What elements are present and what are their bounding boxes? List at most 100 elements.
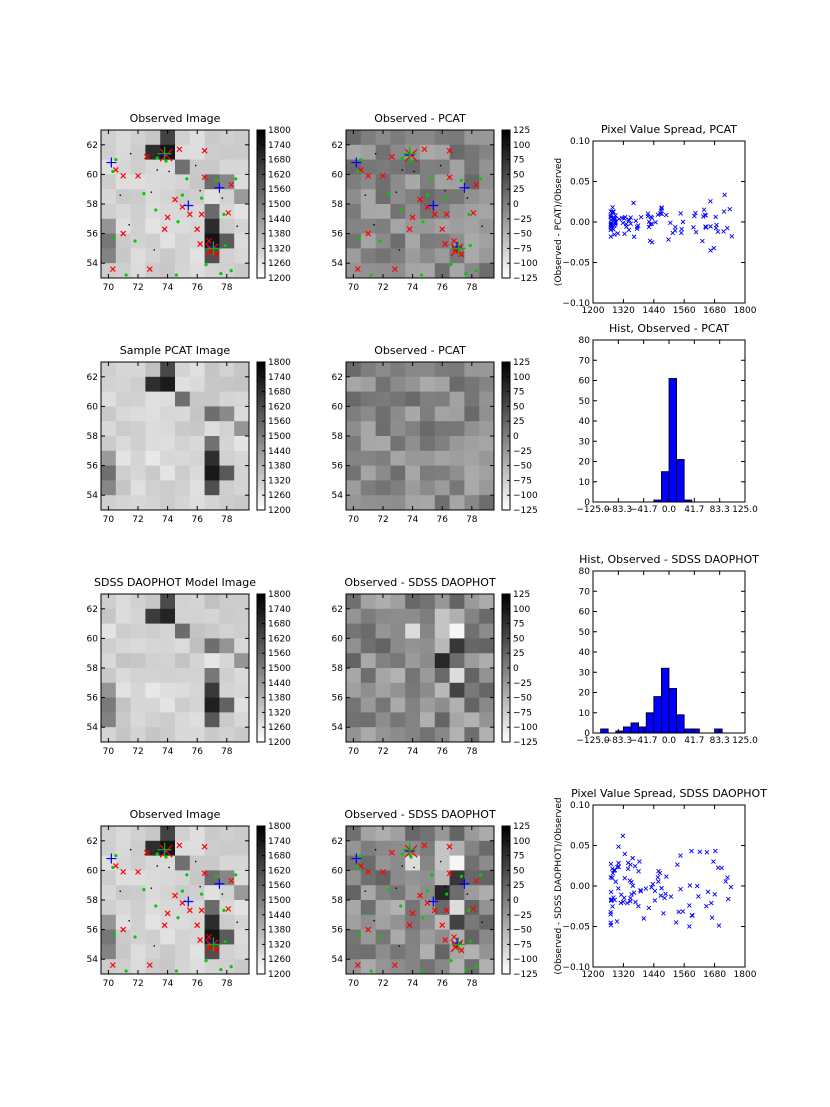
red-cross-marker	[172, 892, 178, 899]
colorbar-label: 1200	[268, 274, 291, 284]
heatmap-pixel	[189, 959, 206, 975]
colorbar-step	[257, 238, 265, 242]
red-cross-marker	[201, 870, 208, 877]
heatmap-pixel	[375, 855, 391, 871]
y-tick-label: 62	[332, 373, 343, 383]
colorbar-step	[502, 152, 510, 156]
heatmap-pixel	[449, 623, 465, 639]
colorbar-label: 1500	[268, 200, 291, 210]
heatmap-pixel	[204, 189, 220, 205]
red-cross-marker	[161, 922, 168, 929]
heatmap-pixel	[234, 391, 250, 407]
heatmap-pixel	[101, 855, 117, 871]
heatmap-pixel	[130, 900, 146, 916]
colorbar-step	[257, 386, 265, 390]
heatmap-pixel	[219, 712, 235, 728]
colorbar-step	[502, 223, 510, 227]
heatmap-pixel	[405, 480, 421, 496]
colorbar-step	[257, 628, 265, 632]
heatmap-pixel	[405, 855, 421, 871]
colorbar-step	[257, 613, 265, 617]
heatmap-pixel	[115, 376, 132, 393]
colorbar-step	[502, 394, 510, 398]
scatter-point	[655, 212, 661, 217]
y-tick-label: 56	[87, 694, 99, 704]
heatmap-pixel	[160, 638, 176, 654]
colorbar-step	[502, 362, 510, 365]
colorbar-label: 1680	[268, 620, 291, 630]
colorbar-step	[502, 717, 510, 721]
colorbar-step	[502, 450, 510, 454]
colorbar-step	[257, 695, 265, 699]
colorbar-step	[257, 606, 265, 610]
panel-p12: Pixel Value Spread, SDSS DAOPHOT−0.10−0.…	[554, 787, 767, 980]
colorbar-step	[257, 411, 265, 415]
heatmap-pixel	[375, 204, 391, 220]
heatmap-pixel	[375, 914, 391, 931]
colorbar-label: 1320	[268, 244, 291, 254]
heatmap-pixel	[189, 248, 206, 264]
heatmap-pixel	[160, 421, 176, 437]
colorbar-step	[257, 221, 265, 225]
red-cross-marker	[439, 226, 446, 233]
heatmap-pixel	[405, 623, 421, 639]
green-dot-marker	[459, 874, 464, 878]
heatmap-pixel	[479, 697, 495, 713]
colorbar-step	[502, 648, 510, 652]
y-tick-label: 0.05	[570, 178, 590, 188]
colorbar-step	[257, 643, 265, 647]
heatmap-pixel	[115, 944, 132, 960]
heatmap-pixel	[234, 929, 250, 945]
heatmap-pixel	[464, 391, 480, 407]
green-dot-marker	[200, 196, 204, 200]
scatter-point	[631, 200, 636, 206]
heatmap-pixel	[160, 840, 176, 857]
colorbar-step	[257, 416, 265, 420]
heatmap-pixel	[160, 495, 176, 511]
heatmap-pixel	[420, 870, 436, 886]
colorbar-step	[502, 184, 510, 188]
colorbar-step	[502, 877, 510, 881]
colorbar-step	[502, 423, 510, 427]
colorbar-step	[257, 139, 265, 143]
heatmap-pixel	[390, 870, 406, 886]
colorbar-step	[502, 959, 510, 963]
scatter-point	[693, 210, 698, 216]
y-tick-label: 10	[579, 709, 591, 719]
colorbar-step	[502, 826, 510, 829]
heatmap-pixel	[360, 914, 377, 931]
colorbar-step	[502, 453, 510, 457]
scatter-point	[712, 891, 718, 897]
heatmap-pixel	[375, 608, 391, 625]
heatmap-pixel	[130, 594, 146, 610]
heatmap-pixel	[375, 870, 391, 886]
heatmap-pixel	[479, 594, 495, 610]
heatmap-pixel	[390, 204, 406, 220]
scatter-point	[715, 229, 721, 235]
colorbar-step	[502, 443, 510, 447]
colorbar-step	[257, 890, 265, 894]
heatmap-pixel	[449, 727, 465, 743]
scatter-point	[608, 234, 614, 239]
red-cross-marker	[442, 937, 449, 943]
heatmap-pixel	[219, 248, 235, 264]
colorbar-step	[257, 845, 265, 849]
heatmap-pixel	[115, 465, 132, 481]
heatmap-pixel	[360, 826, 377, 842]
red-cross-marker	[380, 868, 386, 875]
x-tick-label: 72	[132, 515, 143, 525]
heatmap-pixels	[346, 594, 495, 743]
colorbar-step	[502, 369, 510, 373]
green-dot-marker	[369, 273, 373, 277]
heatmap-pixel	[360, 159, 377, 175]
colorbar-step	[257, 453, 265, 457]
heatmap-pixel	[346, 594, 362, 610]
heatmap-pixel	[405, 885, 421, 901]
colorbar-step	[502, 890, 510, 894]
heatmap-pixel	[101, 668, 117, 684]
colorbar-step	[502, 682, 510, 686]
heatmap-pixel	[434, 944, 451, 960]
colorbar-step	[502, 665, 510, 669]
black-dot-marker	[199, 885, 201, 888]
heatmap-pixel	[390, 623, 406, 639]
